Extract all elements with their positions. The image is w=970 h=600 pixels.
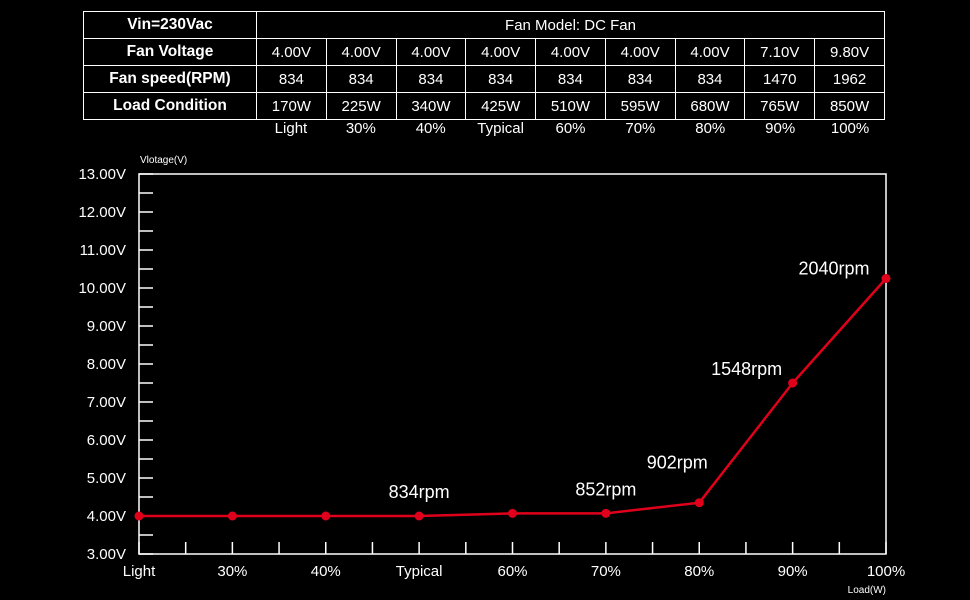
series-line bbox=[139, 277, 887, 518]
x-tick-label: Light bbox=[123, 563, 156, 580]
table-cell: 4.00V bbox=[674, 38, 746, 66]
x-tick-label: 30% bbox=[217, 563, 247, 580]
table-cell: 9.80V bbox=[814, 38, 885, 66]
y-axis-label: Vlotage(V) bbox=[140, 155, 187, 166]
load-label: 100% bbox=[830, 120, 870, 137]
row-label-cell: Load Condition bbox=[83, 92, 257, 120]
data-point bbox=[508, 508, 517, 518]
table-cell: 225W bbox=[325, 92, 397, 120]
table-cell: 4.00V bbox=[465, 38, 537, 66]
data-point bbox=[321, 511, 331, 521]
x-tick-label: 40% bbox=[311, 563, 341, 580]
y-tick-label: 5.00V bbox=[87, 470, 126, 487]
load-label: 40% bbox=[415, 120, 446, 137]
load-label: 30% bbox=[345, 120, 376, 137]
rpm-annotation: 902rpm bbox=[647, 453, 708, 473]
row-label-cell: Fan speed(RPM) bbox=[83, 65, 257, 93]
y-tick-label: 12.00V bbox=[78, 204, 126, 221]
load-label: 90% bbox=[765, 120, 796, 137]
x-tick-label: 90% bbox=[778, 563, 808, 580]
table-cell: 834 bbox=[674, 65, 746, 93]
table-cell: 834 bbox=[465, 65, 537, 93]
rpm-annotation: 2040rpm bbox=[798, 259, 869, 279]
spec-table: Vin=230Vac Fan Model: DC Fan Fan Voltage 4.… bbox=[83, 11, 885, 120]
load-label: 80% bbox=[695, 120, 726, 137]
table-cell: 340W bbox=[395, 92, 467, 120]
y-tick-label: 3.00V bbox=[87, 546, 126, 563]
y-tick-label: 9.00V bbox=[87, 318, 126, 335]
data-point bbox=[788, 378, 798, 388]
y-tick-label: 10.00V bbox=[78, 280, 126, 297]
table-row: Fan speed(RPM) 834 834 834 834 834 834 834 1470 1… bbox=[83, 65, 885, 93]
table-row: Load Condition 170W 225W 340W 425W 510W 595W 68… bbox=[83, 92, 885, 120]
x-tick-label: 80% bbox=[684, 563, 714, 580]
rpm-annotation: 852rpm bbox=[575, 479, 636, 499]
table-cell: 425W bbox=[465, 92, 537, 120]
y-tick-label: 13.00V bbox=[78, 166, 126, 183]
rpm-annotation: 1548rpm bbox=[711, 359, 782, 379]
table-cell: 1470 bbox=[744, 65, 816, 93]
table-cell: 834 bbox=[256, 65, 327, 93]
table-cell: 510W bbox=[535, 92, 606, 120]
x-tick-label: 100% bbox=[867, 563, 905, 580]
x-tick-label: 60% bbox=[497, 563, 527, 580]
table-cell: 850W bbox=[814, 92, 885, 120]
table-cell: 680W bbox=[674, 92, 746, 120]
data-point bbox=[694, 498, 704, 508]
data-point bbox=[227, 511, 237, 521]
table-corner-cell: Vin=230Vac bbox=[83, 11, 257, 39]
data-point bbox=[414, 511, 424, 521]
table-cell: 7.10V bbox=[744, 38, 816, 66]
table-header-row: Vin=230Vac Fan Model: DC Fan bbox=[83, 11, 885, 39]
y-tick-label: 11.00V bbox=[80, 242, 126, 259]
table-cell: 4.00V bbox=[604, 38, 676, 66]
table-row: Fan Voltage 4.00V 4.00V 4.00V 4.00V 4.00V 4.00… bbox=[83, 38, 885, 66]
x-axis-label: Load(W) bbox=[848, 585, 886, 596]
load-label: Light bbox=[274, 120, 308, 137]
table-cell: 765W bbox=[744, 92, 816, 120]
data-point bbox=[881, 274, 891, 283]
table-cell: 834 bbox=[325, 65, 397, 93]
table-cell: 595W bbox=[604, 92, 676, 120]
rpm-annotation: 834rpm bbox=[389, 482, 450, 502]
data-point bbox=[134, 511, 144, 521]
y-tick-label: 7.00V bbox=[87, 394, 126, 411]
x-tick-label: 70% bbox=[591, 563, 621, 580]
load-label: Typical bbox=[477, 120, 524, 137]
y-tick-label: 6.00V bbox=[87, 432, 126, 449]
table-title-cell: Fan Model: DC Fan bbox=[256, 11, 885, 39]
data-point bbox=[601, 508, 611, 518]
load-label: 60% bbox=[555, 120, 586, 137]
y-tick-label: 4.00V bbox=[87, 508, 126, 525]
table-cell: 4.00V bbox=[535, 38, 606, 66]
load-label: 70% bbox=[625, 120, 656, 137]
table-cell: 834 bbox=[395, 65, 467, 93]
y-tick-label: 8.00V bbox=[87, 356, 126, 373]
table-cell: 4.00V bbox=[256, 38, 327, 66]
x-tick-label: Typical bbox=[396, 563, 443, 580]
